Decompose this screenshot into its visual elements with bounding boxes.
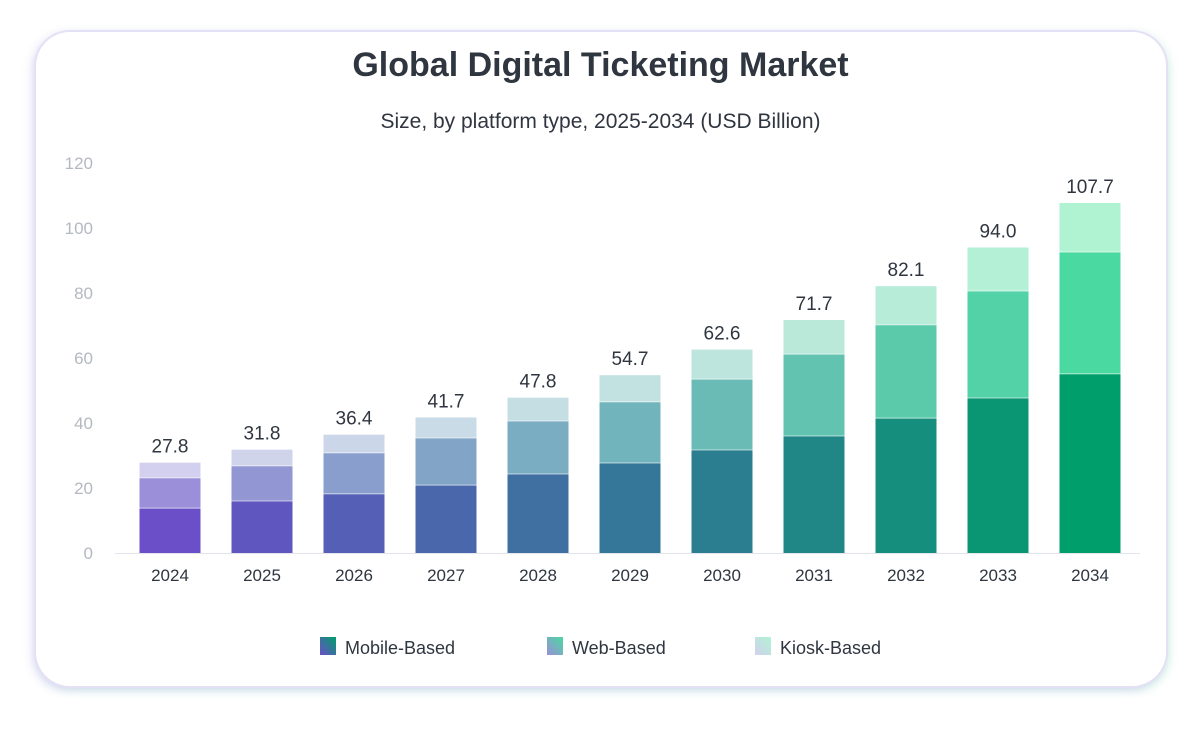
bar-segment-kiosk-based: [139, 462, 201, 478]
bar-segment-web-based: [323, 452, 385, 494]
legend-label: Kiosk-Based: [780, 638, 881, 658]
x-tick-label: 2031: [795, 566, 833, 585]
y-tick-label: 60: [74, 349, 93, 368]
x-tick-label: 2033: [979, 566, 1017, 585]
bar-segment-mobile-based: [599, 462, 661, 553]
bar-segment-kiosk-based: [1059, 202, 1121, 253]
data-label: 107.7: [1066, 177, 1114, 198]
data-label: 82.1: [888, 260, 925, 281]
bar-segment-kiosk-based: [415, 417, 477, 438]
x-tick-label: 2027: [427, 566, 465, 585]
bar-segment-mobile-based: [691, 449, 753, 553]
y-tick-label: 20: [74, 479, 93, 498]
bar-segment-mobile-based: [139, 508, 201, 553]
bar-segment-mobile-based: [783, 436, 845, 553]
bar-segment-mobile-based: [323, 493, 385, 553]
legend-swatch-mobile-based: [320, 637, 336, 655]
data-label: 62.6: [704, 324, 741, 345]
x-tick-label: 2032: [887, 566, 925, 585]
bar-segment-web-based: [231, 465, 293, 501]
bar-segment-mobile-based: [415, 485, 477, 553]
bar-segment-kiosk-based: [599, 375, 661, 402]
chart-title: Global Digital Ticketing Market: [352, 46, 849, 84]
bar-segment-kiosk-based: [691, 349, 753, 380]
bar-segment-web-based: [967, 291, 1029, 398]
y-tick-label: 80: [74, 284, 93, 303]
bar-segment-web-based: [507, 421, 569, 475]
bar-segment-kiosk-based: [967, 247, 1029, 292]
bar-segment-mobile-based: [231, 501, 293, 553]
data-label: 54.7: [612, 349, 649, 370]
x-tick-label: 2030: [703, 566, 741, 585]
data-label: 27.8: [152, 437, 189, 458]
bar-segment-web-based: [599, 401, 661, 463]
x-tick-label: 2025: [243, 566, 281, 585]
bar-segment-mobile-based: [1059, 373, 1121, 553]
bar-segment-web-based: [691, 379, 753, 450]
legend-label: Mobile-Based: [345, 638, 455, 658]
bar-segment-kiosk-based: [875, 286, 937, 325]
bar-segment-web-based: [1059, 252, 1121, 374]
data-label: 41.7: [428, 391, 465, 412]
data-label: 36.4: [336, 409, 373, 430]
legend-swatch-kiosk-based: [755, 637, 771, 655]
y-tick-label: 40: [74, 414, 93, 433]
bar-segment-kiosk-based: [231, 449, 293, 466]
x-tick-label: 2024: [151, 566, 189, 585]
bar-segment-web-based: [783, 354, 845, 436]
data-label: 47.8: [520, 372, 557, 393]
bar-segment-kiosk-based: [783, 319, 845, 355]
bar-segment-web-based: [139, 477, 201, 509]
bar-segment-kiosk-based: [507, 397, 569, 422]
bar-segment-mobile-based: [875, 418, 937, 553]
bar-segment-kiosk-based: [323, 434, 385, 453]
data-label: 94.0: [980, 222, 1017, 243]
data-label: 31.8: [244, 424, 281, 445]
x-tick-label: 2028: [519, 566, 557, 585]
x-tick-label: 2029: [611, 566, 649, 585]
y-tick-label: 120: [65, 154, 93, 173]
bar-segment-mobile-based: [967, 397, 1029, 553]
y-tick-label: 100: [65, 219, 93, 238]
x-tick-label: 2026: [335, 566, 373, 585]
data-label: 71.7: [796, 294, 833, 315]
x-tick-label: 2034: [1071, 566, 1109, 585]
chart-subtitle: Size, by platform type, 2025-2034 (USD B…: [380, 110, 821, 133]
bar-segment-web-based: [415, 437, 477, 486]
bar-segment-mobile-based: [507, 474, 569, 553]
y-tick-label: 0: [84, 544, 93, 563]
legend-swatch-web-based: [547, 637, 563, 655]
bar-segment-web-based: [875, 324, 937, 419]
legend-label: Web-Based: [572, 638, 666, 658]
